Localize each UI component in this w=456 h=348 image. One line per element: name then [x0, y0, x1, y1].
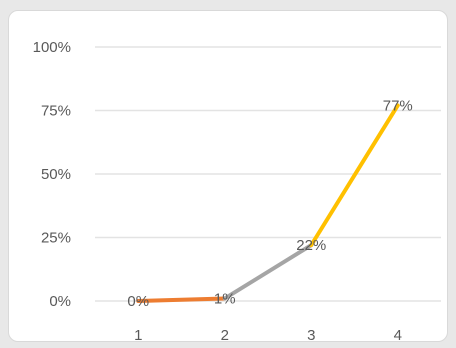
- line-chart: 0% 25% 50% 75% 100% 1 2 3 4 0% 1% 22% 77%: [33, 39, 441, 344]
- y-tick-label: 0%: [49, 293, 71, 310]
- line-segment: [222, 243, 314, 301]
- line-segment: [309, 103, 400, 248]
- y-tick-label: 100%: [33, 39, 71, 56]
- chart-frame: 0% 25% 50% 75% 100% 1 2 3 4 0% 1% 22% 77%: [8, 10, 448, 344]
- y-tick-label: 50%: [41, 166, 71, 183]
- data-label: 77%: [383, 97, 413, 114]
- y-axis-ticks: 0% 25% 50% 75% 100%: [33, 39, 71, 310]
- series-line: [136, 103, 400, 303]
- y-tick-label: 25%: [41, 230, 71, 247]
- x-axis-ticks: 1 2 3 4: [134, 327, 402, 344]
- line-segment: [136, 296, 227, 303]
- x-tick-label: 3: [307, 327, 315, 343]
- data-label: 22%: [296, 237, 326, 254]
- x-tick-label: 4: [394, 327, 402, 343]
- data-label: 1%: [214, 290, 236, 307]
- y-tick-label: 75%: [41, 103, 71, 120]
- x-tick-label: 1: [134, 327, 142, 343]
- data-labels: 0% 1% 22% 77%: [127, 97, 412, 310]
- data-label: 0%: [127, 293, 149, 310]
- x-tick-label: 2: [221, 327, 229, 343]
- gridlines: [95, 46, 441, 302]
